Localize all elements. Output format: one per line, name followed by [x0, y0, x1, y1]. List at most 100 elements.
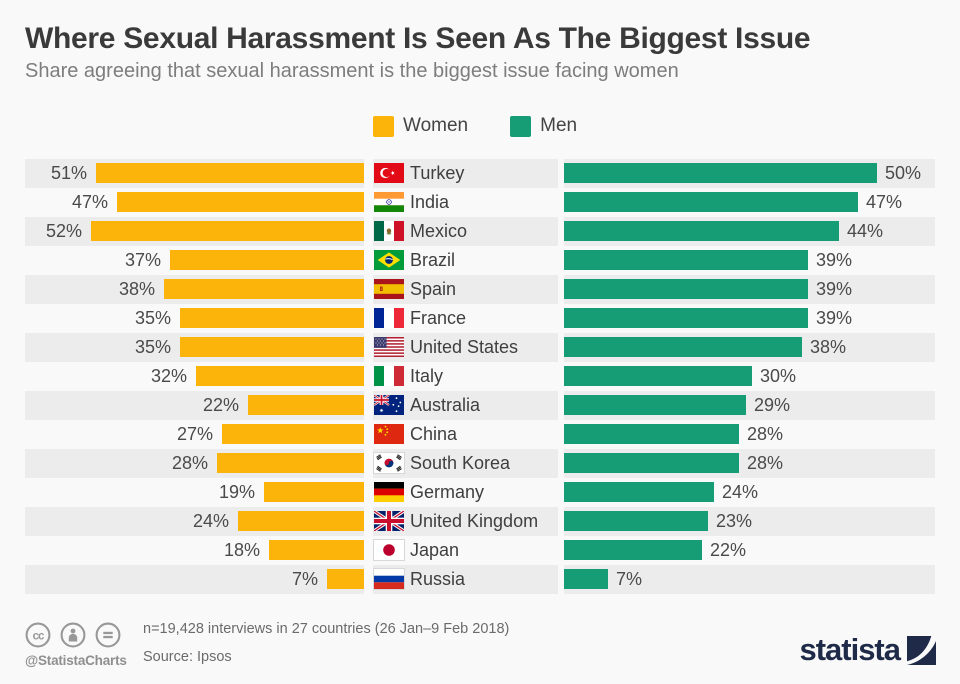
country-label: China: [410, 424, 458, 444]
women-bar: [170, 250, 364, 270]
men-value-label: 29%: [754, 395, 791, 415]
women-value-label: 32%: [150, 366, 187, 386]
chart-row: 38% Spain 39%: [0, 275, 960, 304]
legend: Women Men: [373, 115, 577, 137]
country-label: Turkey: [410, 163, 465, 183]
chart-row: 35% United States 38%: [0, 333, 960, 362]
svg-text:cc: cc: [33, 630, 45, 642]
men-value-label: 24%: [722, 482, 759, 502]
men-value-label: 38%: [810, 337, 847, 357]
women-bar: [238, 511, 364, 531]
flag-icon-china: [374, 424, 404, 444]
page-title: Where Sexual Harassment Is Seen As The B…: [25, 22, 811, 55]
men-value-label: 30%: [760, 366, 797, 386]
legend-item-men: Men: [510, 115, 577, 137]
men-bar: [564, 424, 739, 444]
column-divider: [364, 159, 373, 594]
women-bar: [217, 453, 364, 473]
legend-label-men: Men: [540, 115, 578, 136]
chart-row: 18% Japan 22%: [0, 536, 960, 565]
women-value-label: 22%: [202, 395, 239, 415]
men-bar: [564, 308, 808, 328]
statista-logo: statista: [799, 632, 936, 668]
statista-wordmark: statista: [799, 632, 901, 667]
women-bar: [248, 395, 364, 415]
flag-icon-russia: [374, 569, 404, 589]
men-value-label: 7%: [616, 569, 643, 589]
flag-icon-south-korea: [374, 453, 404, 473]
men-bar: [564, 540, 702, 560]
statista-logo-icon: [907, 635, 936, 665]
women-bar: [327, 569, 364, 589]
men-bar: [564, 250, 808, 270]
women-value-label: 35%: [134, 308, 171, 328]
country-label: Russia: [410, 569, 466, 589]
women-value-label: 52%: [45, 221, 82, 241]
women-bar: [117, 192, 364, 212]
flag-icon-india: [374, 192, 404, 212]
country-label: United States: [410, 337, 519, 357]
women-bar: [96, 163, 364, 183]
equal-icon: [95, 622, 121, 648]
men-bar: [564, 221, 839, 241]
men-bar: [564, 192, 858, 212]
source-note: Source: Ipsos: [143, 649, 232, 665]
flag-icon-mexico: [374, 221, 404, 241]
country-label: Germany: [410, 482, 485, 502]
women-value-label: 47%: [71, 192, 108, 212]
men-bar: [564, 337, 802, 357]
country-label: Mexico: [410, 221, 468, 241]
women-value-label: 18%: [223, 540, 260, 560]
country-label: Australia: [410, 395, 481, 415]
women-bar: [264, 482, 364, 502]
men-value-label: 47%: [866, 192, 903, 212]
women-bar: [180, 337, 364, 357]
flag-icon-france: [374, 308, 404, 328]
cc-license-icons: cc: [25, 622, 121, 648]
women-bar: [222, 424, 364, 444]
chart-row: 32% Italy 30%: [0, 362, 960, 391]
women-value-label: 51%: [50, 163, 87, 183]
chart-row: 19% Germany 24%: [0, 478, 960, 507]
chart-row: 22% Australia 29%: [0, 391, 960, 420]
men-value-label: 28%: [747, 453, 784, 473]
country-label: Spain: [410, 279, 457, 299]
legend-label-women: Women: [403, 115, 469, 136]
chart-row: 52% Mexico 44%: [0, 217, 960, 246]
flag-icon-united-kingdom: [374, 511, 404, 531]
women-value-label: 35%: [134, 337, 171, 357]
chart-row: 27% China 28%: [0, 420, 960, 449]
men-value-label: 44%: [847, 221, 884, 241]
flag-icon-japan: [374, 540, 404, 560]
men-value-label: 39%: [816, 250, 853, 270]
men-value-label: 50%: [885, 163, 922, 183]
country-label: Japan: [410, 540, 460, 560]
flag-icon-brazil: [374, 250, 404, 270]
flag-icon-germany: [374, 482, 404, 502]
flag-icon-turkey: [374, 163, 404, 183]
men-bar: [564, 511, 708, 531]
country-label: United Kingdom: [410, 511, 539, 531]
sample-note: n=19,428 interviews in 27 countries (26 …: [143, 621, 510, 637]
men-bar: [564, 453, 739, 473]
flag-icon-australia: [374, 395, 404, 415]
men-value-label: 23%: [716, 511, 753, 531]
women-value-label: 7%: [291, 569, 318, 589]
chart-row: 24% United Kingdom 23%: [0, 507, 960, 536]
women-bar: [269, 540, 364, 560]
flag-icon-spain: [374, 279, 404, 299]
women-value-label: 38%: [118, 279, 155, 299]
flag-icon-italy: [374, 366, 404, 386]
chart-row: 47% India 47%: [0, 188, 960, 217]
men-bar: [564, 163, 877, 183]
page-subtitle: Share agreeing that sexual harassment is…: [25, 60, 679, 82]
men-value-label: 22%: [710, 540, 747, 560]
chart-row: 51% Turkey 50%: [0, 159, 960, 188]
men-color-swatch: [510, 115, 532, 137]
country-label: India: [410, 192, 450, 212]
cc-icon: cc: [25, 622, 51, 648]
attribution-person-icon: [60, 622, 86, 648]
women-value-label: 28%: [171, 453, 208, 473]
country-label: Brazil: [410, 250, 456, 270]
